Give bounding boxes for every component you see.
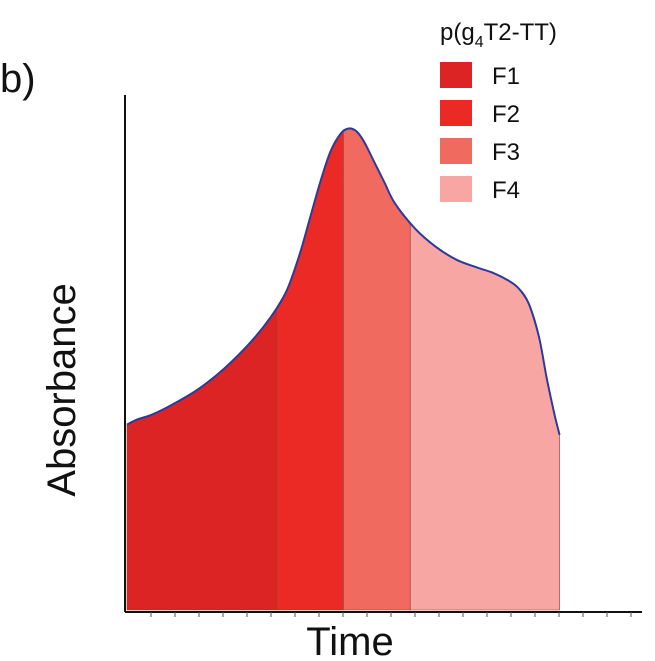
- legend-label-f3: F3: [492, 139, 520, 166]
- legend-items: F1 F2 F3 F4: [440, 62, 520, 204]
- fraction-area-f2: [276, 131, 344, 611]
- fraction-areas: [126, 128, 560, 611]
- absorbance-trace-line: [126, 127, 561, 436]
- legend-swatch-f1: [440, 62, 472, 88]
- panel-label: b): [0, 57, 36, 101]
- legend-swatch-f2: [440, 100, 472, 126]
- fraction-area-f4: [409, 221, 560, 611]
- legend: p(g4T2-TT) F1 F2 F3 F4: [440, 19, 557, 204]
- legend-swatch-f4: [440, 176, 472, 202]
- legend-label-f2: F2: [492, 101, 520, 128]
- legend-label-f1: F1: [492, 63, 520, 90]
- y-axis-label: Absorbance: [40, 283, 84, 496]
- x-axis-label: Time: [306, 620, 393, 661]
- legend-swatch-f3: [440, 138, 472, 164]
- fraction-area-f1: [126, 306, 277, 611]
- fraction-area-f3: [342, 128, 411, 611]
- legend-title: p(g4T2-TT): [440, 19, 557, 51]
- legend-label-f4: F4: [492, 177, 520, 204]
- x-axis-ticks: [150, 612, 632, 617]
